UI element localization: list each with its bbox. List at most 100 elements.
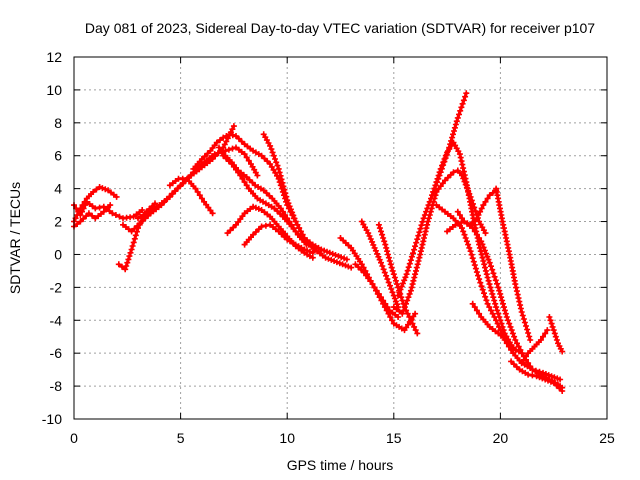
data-point (406, 314, 413, 320)
data-point (112, 212, 119, 218)
data-point (385, 279, 392, 286)
data-point (81, 198, 88, 205)
data-point (465, 241, 472, 248)
data-point (442, 152, 449, 159)
data-point (378, 294, 384, 301)
data-point (292, 218, 299, 225)
y-tick-label: 0 (54, 246, 62, 262)
data-point (460, 168, 467, 175)
data-point (464, 220, 471, 227)
series-arc (469, 300, 519, 353)
data-point (544, 327, 551, 334)
data-point (482, 264, 488, 271)
data-point (387, 314, 394, 320)
data-point (469, 225, 476, 232)
data-point (449, 134, 456, 141)
x-tick-label: 20 (493, 430, 509, 446)
data-point (508, 327, 515, 334)
data-point (254, 172, 261, 179)
data-point (382, 300, 389, 307)
data-point (466, 244, 473, 251)
data-point (352, 261, 359, 268)
data-point (229, 126, 236, 133)
data-point (411, 246, 418, 253)
data-point (380, 297, 387, 304)
data-point (407, 257, 414, 264)
data-point (432, 182, 439, 189)
data-point (494, 320, 501, 327)
data-point (527, 363, 534, 370)
data-point (497, 327, 504, 334)
data-point (407, 287, 414, 294)
data-point (416, 229, 423, 236)
data-point (477, 279, 484, 286)
data-point (476, 276, 483, 283)
data-point (512, 337, 519, 343)
data-point (525, 360, 532, 367)
data-point (484, 195, 491, 202)
data-point (476, 235, 483, 241)
data-point (491, 314, 498, 320)
data-point (382, 241, 389, 248)
data-point (375, 221, 382, 228)
data-point (470, 258, 477, 265)
data-point (478, 283, 485, 290)
data-point (493, 304, 500, 311)
data-point (132, 232, 139, 239)
data-point (332, 252, 339, 258)
data-point (481, 290, 487, 297)
data-point (473, 231, 480, 238)
data-point (128, 246, 135, 253)
data-point (462, 93, 469, 100)
chart-title: Day 081 of 2023, Sidereal Day-to-day VTE… (85, 20, 595, 36)
data-point (462, 235, 469, 241)
series-arc (337, 235, 419, 334)
data-point (417, 225, 424, 232)
data-point (411, 274, 418, 281)
data-point (389, 267, 396, 274)
data-point (401, 277, 408, 284)
data-point (225, 146, 232, 153)
data-point (471, 304, 478, 311)
data-point (500, 300, 506, 307)
data-point (408, 284, 415, 291)
data-point (402, 274, 409, 281)
data-point (90, 188, 97, 195)
y-tick-label: 8 (54, 115, 62, 131)
data-point (509, 330, 516, 337)
data-point (517, 346, 524, 353)
data-point (461, 231, 468, 238)
data-point (486, 304, 493, 311)
data-point (430, 188, 437, 195)
y-tick-label: 10 (46, 82, 62, 98)
data-point (469, 255, 476, 262)
data-point (328, 256, 335, 263)
data-point (131, 235, 138, 242)
y-tick-label: 4 (54, 181, 62, 197)
data-point (139, 207, 146, 213)
data-point (96, 204, 103, 211)
data-point (394, 281, 400, 288)
data-point (275, 165, 282, 172)
data-point (389, 317, 395, 324)
data-point (492, 277, 499, 284)
data-point (482, 198, 489, 205)
data-point (336, 260, 343, 267)
data-point (518, 360, 525, 367)
marker-group (71, 184, 120, 225)
data-point (495, 310, 502, 317)
data-point (497, 290, 504, 297)
data-point (425, 202, 432, 209)
data-point (262, 222, 269, 229)
data-point (457, 107, 464, 114)
data-point (401, 304, 408, 311)
data-point (284, 197, 291, 204)
data-point (243, 154, 250, 161)
data-point (239, 175, 246, 182)
data-point (386, 258, 393, 264)
data-point (223, 133, 230, 139)
data-point (475, 212, 482, 218)
data-point (279, 179, 286, 186)
data-point (489, 266, 496, 273)
data-point (514, 340, 520, 347)
